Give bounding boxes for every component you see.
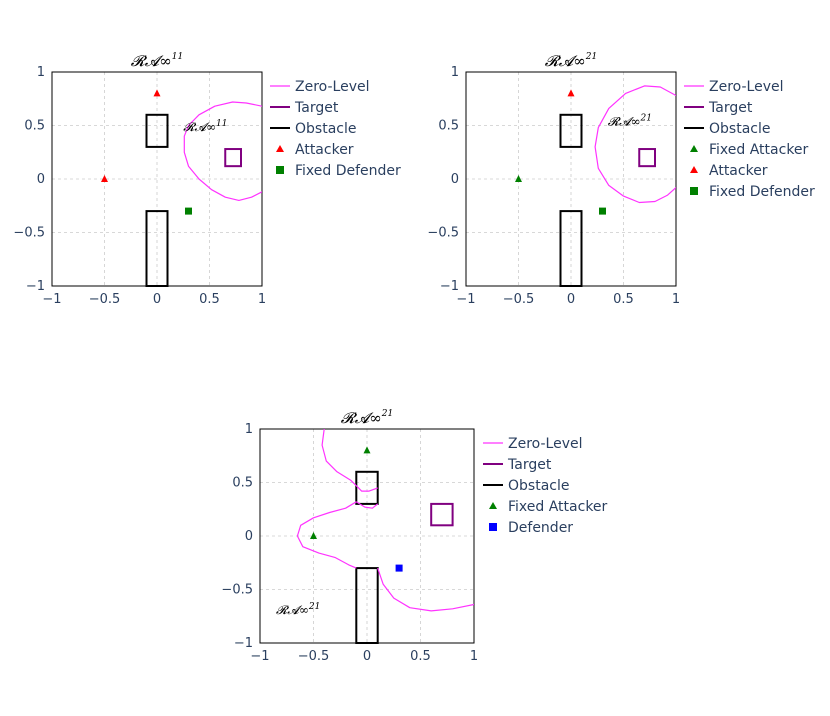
y-tick-label-2-3: −0.5 <box>221 583 253 598</box>
x-tick-label-1-2: 0 <box>567 292 575 307</box>
legend-label-1-3: Fixed Attacker <box>709 142 809 158</box>
legend-attacker-marker-1 <box>690 166 698 173</box>
zero-level-curve-2-1 <box>296 501 357 569</box>
region-annotation-0: 𝓡𝓐∞11 <box>183 119 227 134</box>
attacker-marker-0-1 <box>101 175 108 182</box>
plot-2: −1 −0.5 0 0.5 1 1 0.5 0 −0.5 −1 𝓡𝓐∞21 𝓡𝓐∞21 Zero-Lev… <box>221 409 607 664</box>
y-tick-label-1-4: −1 <box>440 279 459 294</box>
fixed-attacker-marker-1-0 <box>515 175 522 182</box>
y-tick-label-0-1: 0.5 <box>24 119 45 134</box>
legend-label-1-5: Fixed Defender <box>709 184 815 200</box>
zero-level-curve-2-4 <box>355 485 378 492</box>
legend-label-1-4: Attacker <box>709 163 768 179</box>
y-tick-label-2-0: 1 <box>245 422 253 437</box>
legend-label-1-1: Target <box>708 100 753 116</box>
y-tick-label-1-0: 1 <box>451 65 459 80</box>
region-annotation-2: 𝓡𝓐∞21 <box>276 602 320 617</box>
legend-fixed-defender-marker-0 <box>276 166 284 174</box>
target-1 <box>638 148 656 168</box>
y-tick-label-1-2: 0 <box>451 172 459 187</box>
legend-label-2-2: Obstacle <box>508 478 569 494</box>
y-tick-label-1-1: 0.5 <box>438 119 459 134</box>
legend-label-0-4: Fixed Defender <box>295 163 401 179</box>
y-tick-label-0-0: 1 <box>37 65 45 80</box>
legend-1: Zero-Level Target Obstacle Fixed Attacker At… <box>684 79 815 200</box>
plot-title-sup-0: 11 <box>172 52 183 62</box>
x-tick-label-1-0: −1 <box>456 292 475 307</box>
obstacle-0-1 <box>145 210 169 288</box>
plot-title-0: 𝓡𝓐∞11 <box>131 52 183 70</box>
fixed-attacker-marker-2-0 <box>363 446 371 454</box>
obstacle-1-0 <box>559 113 583 148</box>
legend-label-2-3: Fixed Attacker <box>508 499 608 515</box>
y-tick-label-0-2: 0 <box>37 172 45 187</box>
obstacle-2-1 <box>355 567 379 644</box>
x-tick-label-0-0: −1 <box>42 292 61 307</box>
legend-label-1-0: Zero-Level <box>709 79 783 95</box>
x-tick-label-2-2: 0 <box>363 649 371 664</box>
y-tick-label-0-3: −0.5 <box>13 226 45 241</box>
legend-fixed-attacker-marker-2 <box>489 502 497 509</box>
target-2 <box>430 502 454 527</box>
legend-label-2-0: Zero-Level <box>508 436 582 452</box>
plot-title-1: 𝓡𝓐∞21 <box>545 52 597 70</box>
legend-label-0-1: Target <box>294 100 339 116</box>
region-annotation-sup-2: 21 <box>308 602 320 612</box>
plot-title-2: 𝓡𝓐∞21 <box>341 409 393 427</box>
attacker-marker-0-0 <box>153 89 161 97</box>
zero-level-curve-2-3 <box>355 501 379 509</box>
region-annotation-sup-1: 21 <box>640 114 652 124</box>
attacker-marker-1-0 <box>567 89 575 97</box>
legend-label-1-2: Obstacle <box>709 121 770 137</box>
legend-attacker-marker-0 <box>276 145 284 152</box>
x-tick-label-2-0: −1 <box>250 649 269 664</box>
x-tick-label-1-4: 1 <box>672 292 680 307</box>
plot-title-sup-2: 21 <box>381 409 393 419</box>
legend-fixed-defender-marker-1 <box>690 187 698 195</box>
x-tick-label-0-3: 0.5 <box>199 292 220 307</box>
legend-label-0-0: Zero-Level <box>295 79 369 95</box>
y-tick-label-2-1: 0.5 <box>232 476 253 491</box>
fixed-defender-marker-0-0 <box>185 207 192 215</box>
legend-label-2-4: Defender <box>508 520 573 536</box>
defender-marker-2-0 <box>395 564 403 572</box>
plot-1: −1 −0.5 0 0.5 1 1 0.5 0 −0.5 −1 𝓡𝓐∞21 𝓡𝓐∞21 Zero-Lev… <box>427 52 815 307</box>
legend-2: Zero-Level Target Obstacle Fixed Attacker De… <box>483 436 608 536</box>
x-tick-label-0-4: 1 <box>258 292 266 307</box>
legend-label-2-1: Target <box>507 457 552 473</box>
obstacle-2-0 <box>355 470 379 505</box>
x-tick-label-0-2: 0 <box>153 292 161 307</box>
zero-level-curve-2-2 <box>377 567 474 612</box>
x-tick-label-2-4: 1 <box>470 649 478 664</box>
legend-defender-marker-2 <box>489 523 497 531</box>
plot-title-sup-1: 21 <box>585 52 597 62</box>
obstacle-1-1 <box>559 210 583 288</box>
zero-level-curve-1-0 <box>594 85 676 204</box>
x-tick-label-2-1: −0.5 <box>298 649 330 664</box>
x-tick-label-1-3: 0.5 <box>613 292 634 307</box>
x-tick-label-1-1: −0.5 <box>503 292 535 307</box>
legend-label-0-2: Obstacle <box>295 121 356 137</box>
legend-label-0-3: Attacker <box>295 142 354 158</box>
x-tick-label-0-1: −0.5 <box>89 292 121 307</box>
y-tick-label-0-4: −1 <box>26 279 45 294</box>
x-tick-label-2-3: 0.5 <box>410 649 431 664</box>
legend-fixed-attacker-marker-1 <box>690 145 698 152</box>
y-tick-label-2-2: 0 <box>245 529 253 544</box>
region-annotation-1: 𝓡𝓐∞21 <box>608 114 652 129</box>
legend-0: Zero-Level Target Obstacle Attacker Fixed De… <box>270 79 401 179</box>
region-annotation-sup-0: 11 <box>216 119 227 129</box>
fixed-defender-marker-1-0 <box>599 207 606 215</box>
zero-level-curve-2-0 <box>321 429 357 487</box>
zero-level-curve-0-0 <box>183 101 262 201</box>
plot-0: −1 −0.5 0 0.5 110.50−0.5−1𝓡𝓐∞11𝓡𝓐∞11Zero-Lev… <box>13 52 401 307</box>
y-tick-label-1-3: −0.5 <box>427 226 459 241</box>
fixed-attacker-marker-2-1 <box>310 532 317 539</box>
obstacle-0-0 <box>145 113 169 148</box>
target-0 <box>224 148 242 168</box>
y-tick-label-2-4: −1 <box>234 636 253 651</box>
